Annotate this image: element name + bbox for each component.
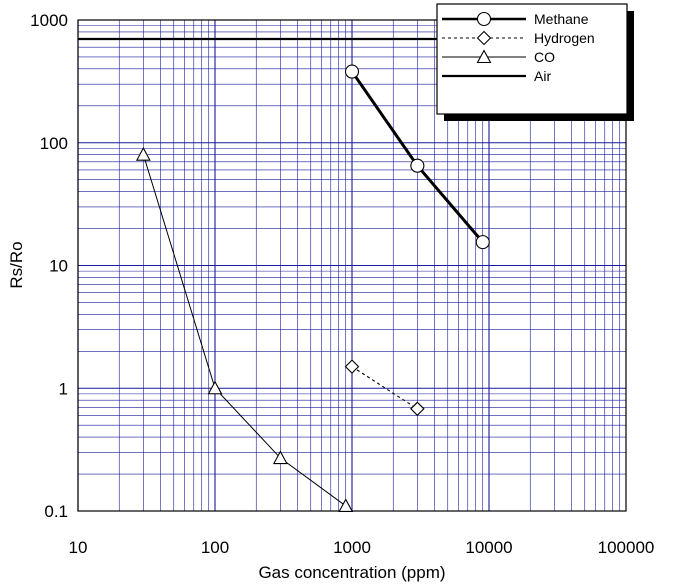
data-point-co xyxy=(135,146,151,161)
x-tick-label: 100 xyxy=(201,538,229,557)
legend-label-air: Air xyxy=(534,68,551,84)
x-tick-label: 1000 xyxy=(333,538,371,557)
x-tick-label: 10000 xyxy=(465,538,512,557)
data-point-methane xyxy=(410,158,425,173)
data-point-co xyxy=(272,450,288,465)
data-point-methane xyxy=(475,235,490,250)
legend-label-methane: Methane xyxy=(534,11,589,27)
data-point-co xyxy=(338,498,354,512)
y-axis-label: Rs/Ro xyxy=(7,241,26,288)
legend-items: Methane Hydrogen CO Air xyxy=(442,11,595,84)
x-tick-label: 10 xyxy=(69,538,88,557)
tick-labels: 10 100 1000 10000 100000 0.1 1 10 100 1000 xyxy=(30,11,654,557)
data-point-methane xyxy=(344,64,360,79)
y-tick-label: 1 xyxy=(59,379,68,398)
legend-marker-hydrogen xyxy=(476,30,492,46)
legend-box xyxy=(436,3,628,115)
x-tick-label: 100000 xyxy=(598,538,655,557)
y-tick-label: 100 xyxy=(40,134,68,153)
x-axis-label: Gas concentration (ppm) xyxy=(258,563,445,582)
data-point-co xyxy=(207,380,223,395)
legend-marker-methane xyxy=(476,11,492,27)
y-tick-label: 10 xyxy=(49,257,68,276)
y-tick-label: 1000 xyxy=(30,11,68,30)
y-tick-label: 0.1 xyxy=(44,502,68,521)
data-point-hydrogen xyxy=(344,359,360,374)
legend-label-hydrogen: Hydrogen xyxy=(534,30,595,46)
legend-marker-co xyxy=(476,49,492,64)
series-line-co xyxy=(142,154,347,507)
data-point-hydrogen xyxy=(410,401,425,417)
series-line-hydrogen xyxy=(351,366,418,410)
legend: Methane Hydrogen CO Air xyxy=(436,3,634,121)
legend-label-co: CO xyxy=(534,49,555,65)
